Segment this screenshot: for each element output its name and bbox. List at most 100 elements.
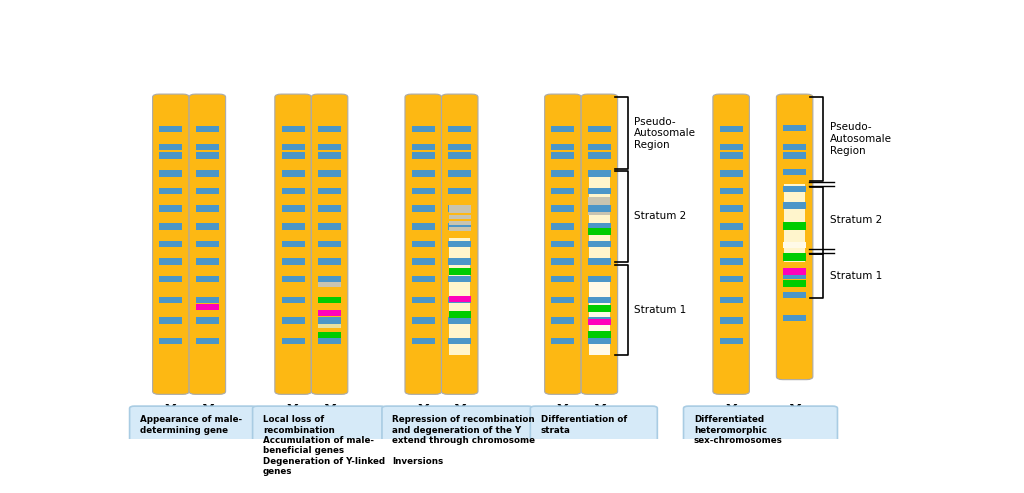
Bar <box>720 206 742 212</box>
Text: Pseudo-
Autosomale
Region: Pseudo- Autosomale Region <box>634 116 696 150</box>
Text: Stratum 2: Stratum 2 <box>634 211 686 221</box>
Text: Appearance of male-
determining gene: Appearance of male- determining gene <box>140 415 242 435</box>
Bar <box>588 318 610 325</box>
Bar <box>318 152 341 159</box>
Bar <box>282 206 304 212</box>
Bar <box>449 268 471 275</box>
Bar <box>588 338 611 344</box>
Bar <box>449 152 471 159</box>
Bar <box>720 152 742 159</box>
Text: Y: Y <box>202 404 213 419</box>
Bar <box>160 258 182 265</box>
Bar <box>588 223 611 230</box>
Bar <box>196 170 219 176</box>
Bar <box>588 170 611 176</box>
Bar <box>449 215 471 219</box>
Bar <box>449 338 471 344</box>
Bar <box>588 206 611 212</box>
Bar <box>588 241 611 247</box>
Bar <box>196 241 219 247</box>
Bar <box>551 152 574 159</box>
Bar <box>588 258 611 265</box>
Bar <box>282 297 304 303</box>
FancyBboxPatch shape <box>382 406 532 493</box>
Bar <box>720 188 742 194</box>
Bar <box>196 258 219 265</box>
Bar <box>551 126 574 133</box>
Bar <box>196 223 219 230</box>
Bar <box>318 338 341 344</box>
Bar <box>449 317 471 323</box>
Bar <box>449 241 471 247</box>
Bar <box>282 188 304 194</box>
Bar <box>282 126 304 133</box>
Text: Y: Y <box>324 404 335 419</box>
Bar <box>449 227 471 231</box>
Bar <box>449 221 471 225</box>
Bar <box>551 188 574 194</box>
Bar <box>196 206 219 212</box>
Text: Stratum 1: Stratum 1 <box>829 271 882 281</box>
Text: Differentiation of
strata: Differentiation of strata <box>541 415 627 435</box>
Bar <box>783 202 806 209</box>
Bar <box>412 223 435 230</box>
Bar <box>160 206 182 212</box>
Bar <box>449 276 471 282</box>
Text: Stratum 1: Stratum 1 <box>634 305 686 315</box>
Bar <box>412 317 435 323</box>
Bar <box>589 200 610 203</box>
Bar <box>783 152 806 159</box>
Bar <box>588 143 611 150</box>
Bar <box>196 143 219 150</box>
Text: X: X <box>557 404 568 419</box>
Bar <box>783 169 806 176</box>
Bar <box>449 205 471 209</box>
Bar <box>412 206 435 212</box>
FancyBboxPatch shape <box>582 94 617 394</box>
Bar <box>282 152 304 159</box>
Bar <box>783 273 806 279</box>
Bar <box>318 276 341 282</box>
Bar <box>449 206 471 212</box>
Bar <box>449 258 471 265</box>
Bar <box>720 126 742 133</box>
Bar <box>318 323 341 328</box>
Bar <box>783 125 806 131</box>
Bar <box>412 276 435 282</box>
Bar <box>588 188 611 194</box>
Bar <box>589 211 610 215</box>
Text: Y: Y <box>594 404 605 419</box>
Bar <box>783 242 806 248</box>
Bar <box>588 152 611 159</box>
Bar <box>160 297 182 303</box>
Bar <box>318 206 341 212</box>
Bar <box>551 143 574 150</box>
Bar <box>160 276 182 282</box>
Bar <box>160 152 182 159</box>
Bar <box>412 338 435 344</box>
Bar <box>160 338 182 344</box>
Bar <box>282 143 304 150</box>
Bar <box>282 276 304 282</box>
Bar <box>318 297 341 303</box>
Bar <box>588 331 610 338</box>
Bar <box>589 203 610 206</box>
FancyBboxPatch shape <box>441 94 478 394</box>
Bar <box>318 241 341 247</box>
Bar <box>160 170 182 176</box>
Bar <box>449 311 471 318</box>
Text: X: X <box>287 404 299 419</box>
Bar <box>318 126 341 133</box>
Bar <box>282 258 304 265</box>
Bar <box>588 305 610 312</box>
Bar <box>318 332 341 338</box>
Bar <box>588 126 611 133</box>
FancyBboxPatch shape <box>274 94 311 394</box>
Bar <box>783 253 806 261</box>
Text: X: X <box>725 404 737 419</box>
Bar <box>588 317 611 323</box>
Bar <box>720 258 742 265</box>
Bar <box>282 223 304 230</box>
Bar <box>589 171 609 262</box>
Bar <box>551 223 574 230</box>
